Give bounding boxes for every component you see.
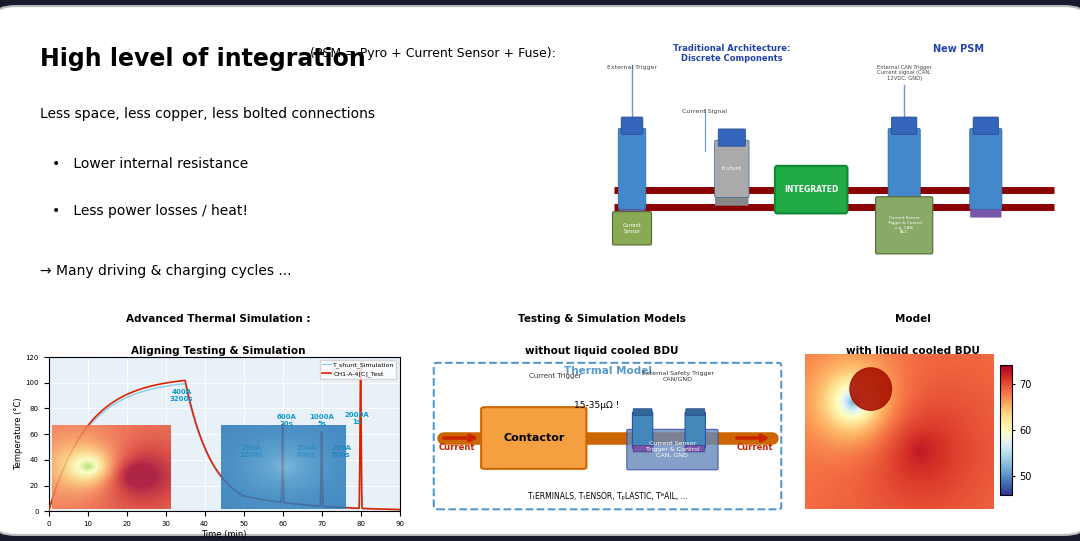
T_shunt_Simulation (203, 457, 216, 463)
Text: f.r.shunt: f.r.shunt (721, 166, 742, 171)
Text: Testing & Simulation Models: Testing & Simulation Models (518, 314, 686, 324)
Text: 15-35μΩ !: 15-35μΩ ! (575, 401, 620, 410)
FancyBboxPatch shape (686, 408, 705, 415)
T_shunt_Simulation (393, 506, 406, 513)
Text: Contactor: Contactor (503, 433, 565, 443)
FancyBboxPatch shape (888, 128, 920, 209)
CH1-A-4[C]_Test (393, 506, 406, 513)
Text: → Many driving & charging cycles ...: → Many driving & charging cycles ... (40, 264, 292, 278)
Text: 1000A
5s: 1000A 5s (309, 414, 334, 427)
Text: Model: Model (895, 314, 931, 324)
FancyBboxPatch shape (973, 117, 999, 134)
Text: Current: Current (438, 443, 475, 452)
FancyBboxPatch shape (775, 166, 848, 213)
Text: (PSM = Pyro + Current Sensor + Fuse):: (PSM = Pyro + Current Sensor + Fuse): (306, 47, 556, 60)
FancyBboxPatch shape (626, 430, 718, 470)
Text: New PSM: New PSM (933, 44, 984, 54)
T_shunt_Simulation (42, 508, 55, 514)
Text: High level of integration: High level of integration (40, 47, 365, 71)
Line: CH1-A-4[C]_Test: CH1-A-4[C]_Test (49, 367, 400, 511)
Text: 200A
600s: 200A 600s (332, 445, 351, 458)
FancyBboxPatch shape (434, 363, 781, 509)
CH1-A-4[C]_Test (203, 456, 216, 462)
CH1-A-4[C]_Test (42, 508, 55, 514)
Text: Thermal Model: Thermal Model (564, 366, 651, 375)
FancyBboxPatch shape (876, 197, 933, 254)
T_shunt_Simulation (383, 506, 396, 513)
FancyBboxPatch shape (718, 129, 745, 146)
FancyBboxPatch shape (891, 117, 917, 134)
FancyBboxPatch shape (686, 445, 705, 452)
FancyBboxPatch shape (618, 128, 646, 209)
FancyBboxPatch shape (633, 445, 652, 452)
CH1-A-4[C]_Test (383, 506, 396, 512)
Y-axis label: Temperature (°C): Temperature (°C) (14, 398, 23, 471)
FancyBboxPatch shape (633, 412, 652, 448)
FancyBboxPatch shape (633, 408, 652, 415)
CH1-A-4[C]_Test (60, 458, 73, 465)
T_shunt_Simulation (354, 368, 367, 374)
T_shunt_Simulation (60, 459, 73, 466)
Text: Current
Sensor: Current Sensor (623, 223, 642, 234)
Text: Current: Current (737, 443, 773, 452)
Legend: T_shunt_Simulation, CH1-A-4[C]_Test: T_shunt_Simulation, CH1-A-4[C]_Test (320, 360, 396, 379)
CH1-A-4[C]_Test (383, 506, 396, 512)
X-axis label: Time (min): Time (min) (201, 530, 247, 539)
FancyBboxPatch shape (612, 212, 651, 245)
Text: 400A
3200s: 400A 3200s (170, 389, 193, 402)
Text: External Safety Trigger
CAN/GND: External Safety Trigger CAN/GND (642, 371, 714, 382)
Text: without liquid cooled BDU: without liquid cooled BDU (526, 346, 679, 356)
FancyBboxPatch shape (482, 407, 586, 469)
Text: Current Sensor
Trigger & Control
e.g. CAN
ACC: Current Sensor Trigger & Control e.g. CA… (887, 216, 921, 234)
Text: Traditional Architecture:
Discrete Components: Traditional Architecture: Discrete Compo… (673, 44, 791, 63)
CH1-A-4[C]_Test (213, 471, 226, 477)
FancyBboxPatch shape (970, 197, 1001, 217)
Text: Advanced Thermal Simulation :: Advanced Thermal Simulation : (126, 314, 311, 324)
T_shunt_Simulation (213, 472, 226, 478)
Text: External CAN Trigger
Current signal (CAN,
12VDC, GND): External CAN Trigger Current signal (CAN… (877, 64, 932, 81)
CH1-A-4[C]_Test (354, 364, 367, 371)
Text: 2000A
1s: 2000A 1s (345, 412, 369, 425)
Text: TₜERMINALS, TₜENSOR, TₚLASTIC, TᴮAIL, ...: TₜERMINALS, TₜENSOR, TₚLASTIC, TᴮAIL, ..… (528, 492, 687, 502)
FancyBboxPatch shape (970, 128, 1002, 209)
Text: INTEGRATED: INTEGRATED (784, 185, 838, 194)
Text: 600A
20s: 600A 20s (276, 414, 296, 427)
Text: 200A
1200s: 200A 1200s (240, 445, 264, 458)
Text: •   Lower internal resistance: • Lower internal resistance (52, 157, 248, 171)
T_shunt_Simulation (319, 503, 332, 510)
FancyBboxPatch shape (715, 186, 748, 206)
FancyBboxPatch shape (685, 412, 705, 448)
Text: Less space, less copper, less bolted connections: Less space, less copper, less bolted con… (40, 107, 375, 121)
Text: with liquid cooled BDU: with liquid cooled BDU (847, 346, 981, 356)
FancyBboxPatch shape (0, 6, 1080, 535)
Text: Current Trigger: Current Trigger (528, 373, 581, 379)
Text: 200A
600s: 200A 600s (296, 445, 316, 458)
FancyBboxPatch shape (715, 140, 750, 197)
FancyBboxPatch shape (889, 197, 920, 217)
Line: T_shunt_Simulation: T_shunt_Simulation (49, 371, 400, 511)
Text: •   Less power losses / heat!: • Less power losses / heat! (52, 204, 247, 218)
Circle shape (850, 368, 892, 410)
Text: Aligning Testing & Simulation: Aligning Testing & Simulation (132, 346, 306, 356)
Text: Current Signal: Current Signal (683, 109, 727, 114)
Text: External Trigger: External Trigger (607, 64, 657, 70)
T_shunt_Simulation (383, 506, 396, 513)
FancyBboxPatch shape (619, 197, 646, 217)
CH1-A-4[C]_Test (319, 503, 332, 510)
Text: Current Sensor
Trigger & Control
CAN, GND: Current Sensor Trigger & Control CAN, GN… (646, 441, 699, 458)
FancyBboxPatch shape (621, 117, 643, 134)
